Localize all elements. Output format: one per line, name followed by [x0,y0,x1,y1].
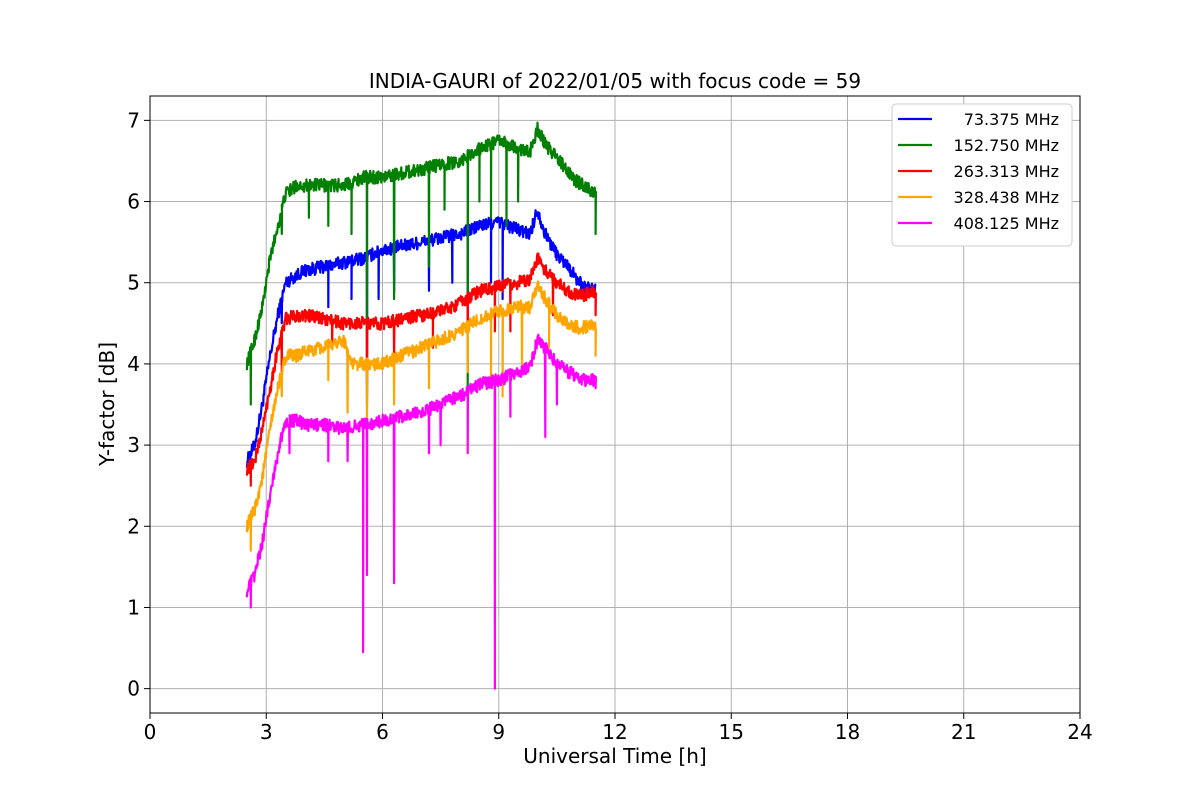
x-tick-label: 9 [492,720,505,744]
y-axis-label: Y-factor [dB] [95,342,119,467]
series-line-1 [245,121,597,406]
y-tick-label: 6 [127,190,140,214]
x-tick-label: 6 [376,720,389,744]
legend-label-4: 408.125 MHz [954,214,1059,233]
grid [149,96,1081,713]
chart-title: INDIA-GAURI of 2022/01/05 with focus cod… [369,69,861,93]
series-line-4 [245,333,597,690]
y-tick-label: 7 [127,108,140,132]
y-tick-label: 0 [127,677,140,701]
series-line-3 [245,280,597,552]
x-tick-label: 18 [835,720,860,744]
legend: 73.375 MHz 152.750 MHz 263.313 MHz 328.438 … [891,103,1073,247]
x-tick-label: 24 [1067,720,1092,744]
x-tick-label: 0 [144,720,157,744]
series-line-2 [245,252,597,487]
legend-label-3: 328.438 MHz [954,188,1059,207]
legend-label-2: 263.313 MHz [954,162,1059,181]
y-tick-label: 5 [127,271,140,295]
x-axis-label: Universal Time [h] [523,744,706,768]
x-tick-label: 15 [719,720,744,744]
y-tick-label: 2 [127,514,140,538]
x-tick-label: 12 [602,720,627,744]
y-tick-label: 3 [127,433,140,457]
series-layer [245,121,597,690]
y-tick-label: 1 [127,595,140,619]
legend-label-0: 73.375 MHz [964,110,1059,129]
x-tick-label: 21 [951,720,976,744]
legend-box [891,103,1073,247]
legend-label-1: 152.750 MHz [954,136,1059,155]
series-line-0 [245,209,597,468]
x-tick-label: 3 [260,720,273,744]
y-tick-label: 4 [127,352,140,376]
